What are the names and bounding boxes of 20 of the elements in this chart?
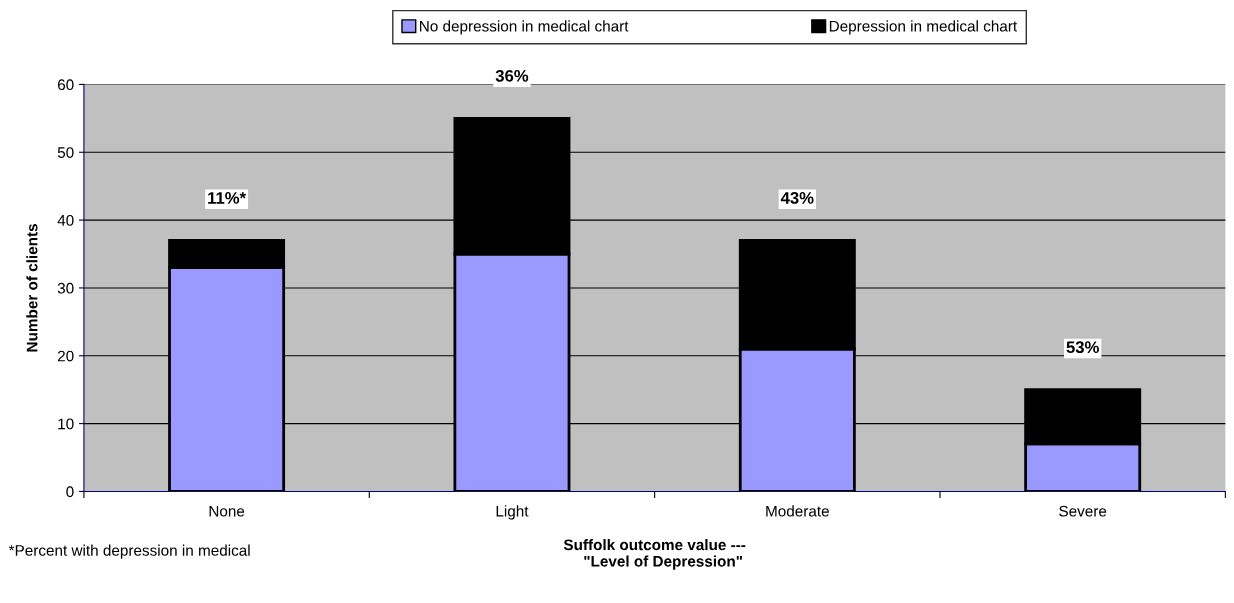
annotation: 11%*	[208, 192, 247, 204]
y-tick-label: 60	[57, 79, 74, 91]
annotation: 53%	[1066, 341, 1099, 354]
y-tick-label: 20	[57, 350, 74, 362]
annotation: 43%	[780, 192, 814, 204]
y-tick-label: 10	[58, 418, 74, 430]
annotation: 36%	[495, 69, 529, 82]
y-tick-label: 0	[66, 486, 74, 498]
x-tick-label: Moderate	[766, 505, 829, 517]
text: *Percent with depression in medical	[8, 544, 250, 559]
x-tick-label: Severe	[1059, 505, 1107, 517]
y-axis-title: Number of clients	[26, 224, 38, 352]
x-tick-label: Light	[496, 505, 529, 520]
legend-label: Depression in medical chart	[829, 20, 1018, 35]
y-tick-label: 30	[57, 282, 74, 294]
y-tick-label: 40	[57, 214, 74, 226]
x-tick-label: None	[209, 505, 245, 517]
x-axis-title: Suffolk outcome value --- "Level of Depression"	[563, 539, 746, 570]
y-tick-label: 50	[57, 147, 74, 158]
legend-label: No depression in medical chart	[420, 20, 629, 35]
